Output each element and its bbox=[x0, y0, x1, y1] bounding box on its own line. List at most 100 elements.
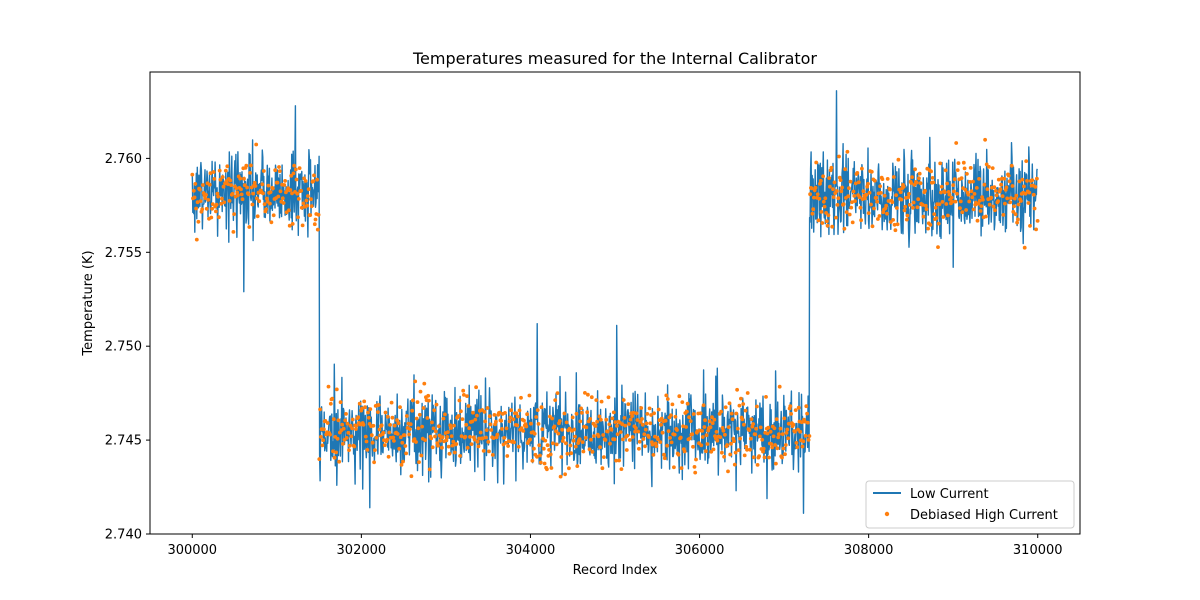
scatter-point bbox=[769, 442, 774, 446]
scatter-point bbox=[839, 189, 844, 194]
scatter-point bbox=[617, 458, 621, 463]
y-axis-label: Temperature (K) bbox=[81, 250, 96, 356]
scatter-point bbox=[707, 419, 712, 424]
scatter-point bbox=[578, 419, 583, 424]
scatter-point bbox=[670, 402, 675, 407]
scatter-point bbox=[387, 430, 392, 435]
scatter-point bbox=[984, 162, 989, 167]
scatter-point bbox=[796, 405, 801, 410]
scatter-point bbox=[225, 164, 230, 169]
scatter-point bbox=[623, 423, 628, 428]
scatter-point bbox=[626, 402, 631, 406]
scatter-point bbox=[915, 205, 920, 210]
scatter-point bbox=[994, 193, 999, 198]
scatter-point bbox=[296, 215, 300, 220]
scatter-point bbox=[214, 209, 218, 214]
scatter-point bbox=[586, 392, 590, 397]
scatter-point bbox=[543, 438, 548, 443]
scatter-point bbox=[853, 199, 857, 204]
scatter-point bbox=[564, 420, 569, 425]
scatter-point bbox=[417, 412, 422, 417]
scatter-point bbox=[441, 416, 446, 421]
scatter-point bbox=[311, 179, 316, 184]
scatter-point bbox=[300, 223, 305, 228]
scatter-point bbox=[721, 428, 726, 433]
scatter-point bbox=[511, 417, 516, 422]
scatter-point bbox=[793, 429, 797, 434]
scatter-point bbox=[699, 443, 704, 448]
scatter-point bbox=[740, 417, 745, 422]
legend-marker-swatch bbox=[884, 511, 890, 517]
scatter-point bbox=[430, 445, 435, 450]
scatter-point bbox=[998, 187, 1003, 192]
scatter-point bbox=[320, 443, 325, 448]
scatter-point bbox=[977, 177, 981, 181]
scatter-point bbox=[681, 424, 685, 429]
scatter-point bbox=[379, 423, 384, 428]
scatter-point bbox=[364, 439, 369, 444]
scatter-point bbox=[621, 437, 625, 442]
scatter-point bbox=[362, 399, 367, 404]
scatter-point bbox=[622, 416, 627, 420]
scatter-point bbox=[1035, 219, 1040, 223]
scatter-point bbox=[1007, 179, 1012, 184]
scatter-point bbox=[999, 182, 1003, 187]
scatter-point bbox=[910, 175, 914, 180]
scatter-point bbox=[698, 411, 703, 416]
scatter-point bbox=[336, 418, 341, 423]
scatter-point bbox=[852, 194, 857, 198]
scatter-point bbox=[371, 423, 376, 428]
scatter-point bbox=[652, 411, 656, 416]
scatter-point bbox=[785, 427, 790, 432]
scatter-point bbox=[711, 447, 716, 452]
x-tick-label: 310000 bbox=[1013, 543, 1063, 558]
scatter-point bbox=[933, 205, 938, 210]
scatter-point bbox=[440, 445, 444, 450]
scatter-point bbox=[583, 435, 588, 440]
scatter-point bbox=[719, 409, 723, 414]
scatter-point bbox=[953, 199, 958, 204]
scatter-point bbox=[356, 415, 361, 420]
scatter-point bbox=[426, 393, 431, 398]
scatter-point bbox=[506, 439, 511, 444]
scatter-point bbox=[217, 215, 221, 220]
scatter-point bbox=[223, 168, 228, 173]
scatter-point bbox=[398, 405, 402, 409]
scatter-point bbox=[624, 448, 629, 452]
scatter-point bbox=[250, 202, 255, 207]
scatter-point bbox=[418, 389, 423, 394]
scatter-point bbox=[847, 186, 851, 191]
scatter-point bbox=[381, 430, 386, 435]
scatter-point bbox=[306, 187, 311, 192]
scatter-point bbox=[584, 425, 589, 430]
scatter-point bbox=[318, 407, 322, 412]
scatter-point bbox=[895, 206, 899, 210]
scatter-point bbox=[996, 199, 1000, 204]
scatter-point bbox=[820, 221, 825, 225]
scatter-point bbox=[663, 418, 668, 423]
scatter-point bbox=[414, 440, 418, 444]
scatter-point bbox=[361, 422, 366, 427]
scatter-point bbox=[832, 180, 837, 185]
scatter-point bbox=[319, 435, 323, 439]
scatter-point bbox=[536, 422, 541, 426]
scatter-point bbox=[907, 192, 911, 196]
scatter-point bbox=[541, 446, 546, 451]
scatter-point bbox=[1017, 179, 1022, 184]
scatter-point bbox=[893, 228, 898, 233]
scatter-point bbox=[260, 182, 265, 187]
scatter-point bbox=[744, 444, 749, 449]
scatter-point bbox=[502, 436, 507, 440]
scatter-point bbox=[461, 388, 466, 393]
scatter-point bbox=[341, 426, 346, 431]
scatter-point bbox=[344, 412, 348, 416]
scatter-point bbox=[341, 442, 345, 446]
scatter-point bbox=[971, 179, 975, 184]
scatter-point bbox=[633, 429, 637, 434]
scatter-point bbox=[484, 435, 488, 440]
scatter-point bbox=[599, 417, 603, 422]
scatter-point bbox=[822, 204, 827, 209]
scatter-point bbox=[920, 203, 925, 207]
scatter-point bbox=[542, 461, 547, 466]
scatter-point bbox=[468, 435, 472, 439]
